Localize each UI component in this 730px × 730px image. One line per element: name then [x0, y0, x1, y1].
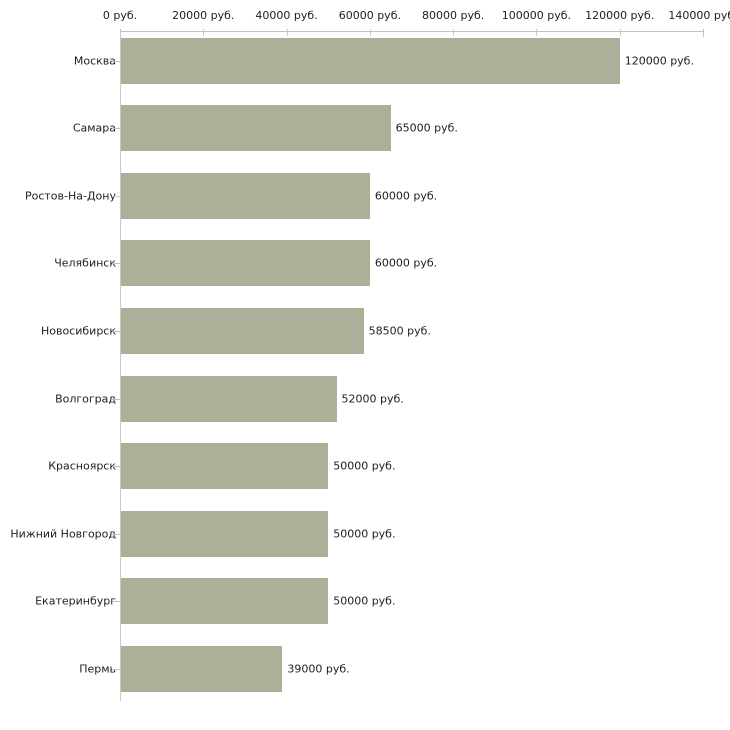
- value-label: 52000 руб.: [341, 392, 404, 405]
- category-tick: [112, 534, 120, 535]
- value-label: 50000 руб.: [333, 594, 396, 608]
- bar: [121, 510, 329, 557]
- category-tick: [112, 196, 120, 197]
- value-label: 50000 руб.: [333, 527, 396, 541]
- x-axis-tick: [703, 29, 704, 37]
- category-label: Москва: [73, 54, 116, 67]
- category-label: Волгоград: [55, 392, 116, 405]
- category-tick: [112, 61, 120, 62]
- bar: [121, 578, 329, 625]
- category-tick: [112, 669, 120, 670]
- x-axis-tick-label: 120000 руб.: [585, 9, 655, 22]
- x-axis-tick-label: 80000 руб.: [422, 9, 485, 22]
- category-label: Екатеринбург: [35, 594, 116, 608]
- category-label: Ростов-На-Дону: [24, 189, 116, 203]
- x-axis-tick: [370, 29, 371, 36]
- category-label: Красноярск: [48, 459, 116, 473]
- bar: [121, 240, 370, 287]
- x-axis-tick-label: 40000 руб.: [255, 9, 318, 22]
- y-axis-line: [120, 31, 121, 701]
- x-axis-tick: [203, 29, 204, 36]
- value-label: 65000 руб.: [395, 121, 458, 135]
- value-label: 120000 руб.: [624, 54, 694, 67]
- x-axis-tick-label: 0 руб.: [102, 9, 138, 22]
- bar: [121, 105, 391, 152]
- x-axis-tick: [287, 29, 288, 36]
- x-axis-tick-label: 60000 руб.: [338, 9, 401, 22]
- x-axis-tick: [620, 29, 621, 36]
- x-axis-tick-label: 100000 руб.: [501, 9, 572, 22]
- bar: [121, 172, 370, 219]
- category-tick: [112, 128, 120, 129]
- bar: [121, 443, 329, 490]
- value-label: 50000 руб.: [333, 459, 396, 473]
- category-label: Челябинск: [54, 256, 116, 270]
- x-axis-tick-label: 20000 руб.: [172, 9, 235, 22]
- x-axis-line: [120, 31, 704, 32]
- value-label: 58500 руб.: [368, 324, 431, 338]
- value-label: 39000 руб.: [287, 662, 350, 676]
- category-tick: [112, 466, 120, 467]
- category-tick: [112, 331, 120, 332]
- value-label: 60000 руб.: [374, 189, 438, 203]
- value-label: 60000 руб.: [374, 256, 438, 270]
- category-label: Нижний Новгород: [10, 527, 116, 541]
- bar: [121, 37, 620, 84]
- bar: [121, 375, 337, 422]
- x-axis-tick: [453, 29, 454, 36]
- category-tick: [112, 263, 120, 264]
- bar: [121, 307, 364, 354]
- x-axis-tick: [536, 29, 537, 36]
- category-label: Пермь: [79, 662, 116, 676]
- category-label: Новосибирск: [40, 324, 116, 338]
- bar: [121, 645, 283, 692]
- category-label: Самара: [72, 121, 116, 135]
- category-tick: [112, 601, 120, 602]
- category-tick: [112, 399, 120, 400]
- x-axis-tick-label: 140000 руб.: [668, 9, 730, 22]
